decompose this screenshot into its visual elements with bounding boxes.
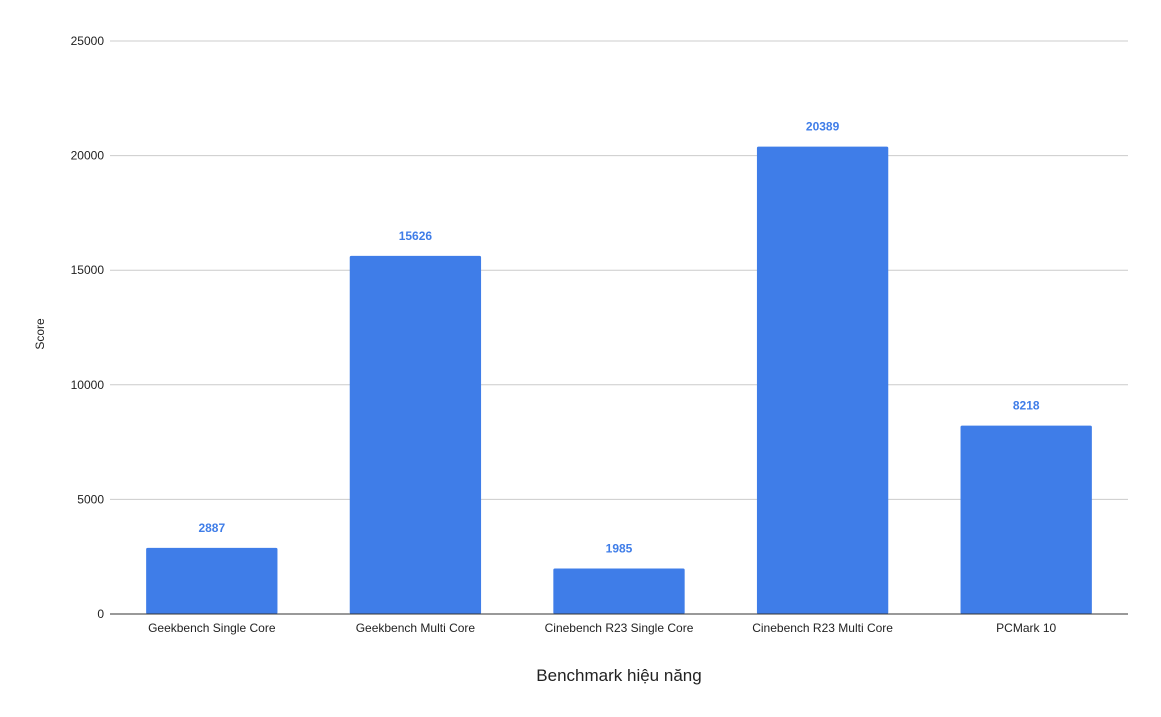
x-tick-label: Geekbench Single Core xyxy=(148,621,276,635)
bar xyxy=(960,425,1092,614)
x-axis-tick-labels: Geekbench Single Core Geekbench Multi Cor… xyxy=(148,621,1056,635)
y-tick-label: 15000 xyxy=(71,263,105,277)
y-tick-label: 20000 xyxy=(71,149,105,163)
y-axis-tick-labels: 0 5000 10000 15000 20000 25000 xyxy=(71,34,105,621)
y-tick-label: 25000 xyxy=(71,34,105,48)
x-tick-label: Geekbench Multi Core xyxy=(356,621,476,635)
bars xyxy=(146,146,1092,614)
x-axis-title: Benchmark hiệu năng xyxy=(536,666,701,685)
bar xyxy=(553,568,685,614)
data-label: 15626 xyxy=(399,229,433,243)
data-labels: 2887 15626 1985 20389 8218 xyxy=(198,120,1039,556)
x-tick-label: Cinebench R23 Single Core xyxy=(545,621,694,635)
data-label: 8218 xyxy=(1013,399,1040,413)
y-axis-title: Score xyxy=(33,318,47,350)
bar xyxy=(349,255,482,614)
y-tick-label: 0 xyxy=(97,607,104,621)
data-label: 2887 xyxy=(198,521,225,535)
y-tick-label: 10000 xyxy=(71,378,105,392)
data-label: 1985 xyxy=(606,542,633,556)
gridlines xyxy=(110,40,1128,500)
x-tick-label: Cinebench R23 Multi Core xyxy=(752,621,893,635)
data-label: 20389 xyxy=(806,120,840,134)
x-tick-label: PCMark 10 xyxy=(996,621,1056,635)
y-tick-label: 5000 xyxy=(77,492,104,506)
bar xyxy=(756,146,889,614)
bar xyxy=(146,547,278,614)
